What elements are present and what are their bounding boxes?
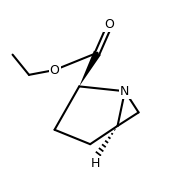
Text: O: O bbox=[50, 63, 59, 77]
Text: N: N bbox=[120, 85, 130, 98]
Text: H: H bbox=[91, 157, 100, 170]
Text: O: O bbox=[104, 18, 114, 31]
Polygon shape bbox=[79, 51, 101, 86]
